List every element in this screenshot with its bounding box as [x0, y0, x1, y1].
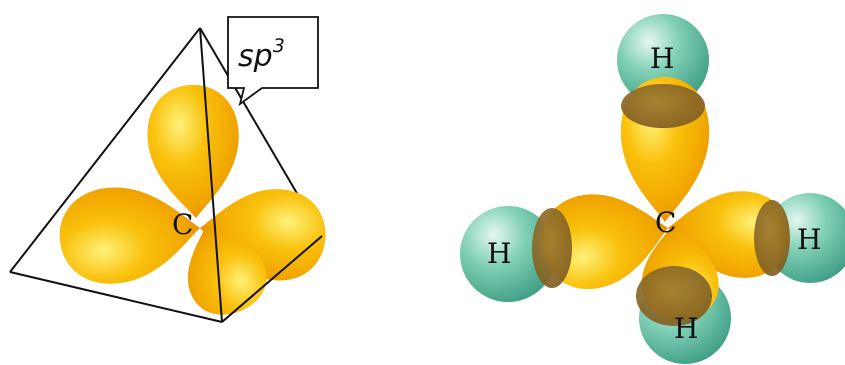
overlap-top [621, 84, 705, 128]
sp3-callout: sp3 [227, 16, 319, 107]
orbital-lobe-up [145, 83, 242, 220]
tetrahedron-outline [9, 27, 323, 323]
left-carbon-label: C [172, 208, 193, 241]
callout-superscript: 3 [273, 35, 285, 57]
overlap-bottom [636, 266, 712, 326]
hydrogen-label-right: H [797, 223, 821, 256]
svg-text:sp3: sp3 [238, 35, 285, 74]
overlap-right [754, 200, 790, 276]
hydrogen-label-bottom: H [674, 312, 698, 345]
right-carbon-label: C [655, 206, 676, 239]
right-methane-diagram: C H H H H [460, 14, 845, 364]
callout-box [227, 16, 319, 107]
callout-sp-text: sp [238, 39, 273, 74]
left-sp3-diagram: C sp3 [9, 16, 330, 326]
hydrogen-sphere-left [460, 206, 556, 302]
overlap-left [532, 208, 572, 288]
hydrogen-label-top: H [650, 42, 674, 75]
hydrogen-label-left: H [487, 237, 511, 270]
